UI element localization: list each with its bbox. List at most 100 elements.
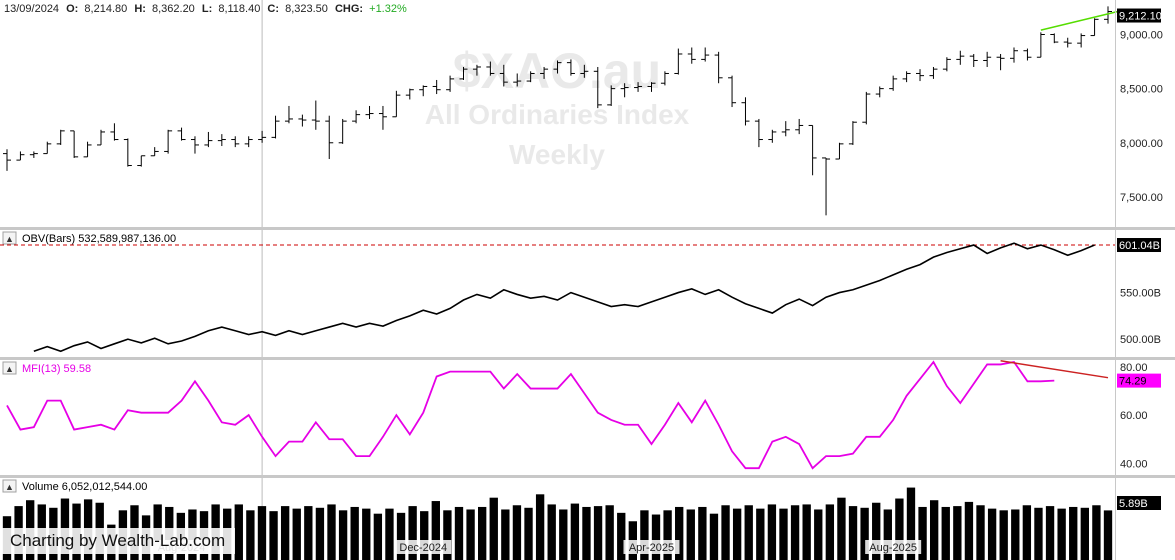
volume-bar[interactable] — [234, 504, 243, 560]
price-bar[interactable] — [29, 151, 38, 158]
volume-bar[interactable] — [454, 506, 464, 560]
price-bar[interactable] — [110, 123, 119, 141]
price-bar[interactable] — [472, 64, 481, 76]
price-bar[interactable] — [983, 51, 992, 67]
price-pane[interactable] — [3, 6, 1122, 216]
volume-bar[interactable] — [1022, 505, 1032, 560]
volume-bar[interactable] — [779, 508, 788, 560]
price-bar[interactable] — [1010, 47, 1019, 63]
volume-bar[interactable] — [257, 506, 267, 560]
volume-bar[interactable] — [338, 510, 348, 560]
price-bar[interactable] — [311, 100, 320, 130]
volume-bar[interactable] — [640, 510, 649, 560]
volume-bar[interactable] — [895, 498, 904, 560]
volume-bar[interactable] — [953, 506, 962, 560]
volume-bar[interactable] — [605, 505, 614, 560]
volume-bar[interactable] — [883, 509, 892, 560]
price-bar[interactable] — [956, 50, 965, 65]
volume-bar[interactable] — [987, 508, 997, 560]
price-bar[interactable] — [3, 149, 11, 171]
price-bar[interactable] — [419, 85, 428, 97]
separator-price-obv[interactable] — [0, 227, 1175, 230]
volume-bar[interactable] — [686, 509, 695, 560]
price-bar[interactable] — [1077, 33, 1086, 48]
price-bar[interactable] — [862, 91, 871, 125]
volume-bar[interactable] — [559, 509, 568, 560]
separator-obv-mfi[interactable] — [0, 357, 1175, 360]
obv-series-line[interactable] — [33, 242, 1095, 353]
obv-pane[interactable] — [0, 242, 1115, 353]
price-bar[interactable] — [540, 66, 549, 79]
volume-bar[interactable] — [315, 507, 325, 560]
price-bar[interactable] — [446, 75, 455, 92]
volume-bar[interactable] — [1011, 509, 1020, 560]
volume-bar[interactable] — [675, 506, 684, 560]
volume-bar[interactable] — [964, 501, 974, 560]
price-bar[interactable] — [634, 82, 643, 92]
price-bar[interactable] — [889, 75, 898, 91]
volume-bar[interactable] — [721, 505, 730, 560]
price-bar[interactable] — [204, 131, 213, 148]
volume-bar[interactable] — [1069, 506, 1078, 560]
volume-bar[interactable] — [373, 513, 383, 560]
volume-bar[interactable] — [941, 506, 950, 560]
volume-bar[interactable] — [976, 505, 985, 560]
price-bar[interactable] — [16, 151, 25, 161]
price-bar[interactable] — [1023, 48, 1032, 61]
price-bar[interactable] — [687, 47, 696, 64]
volume-bar[interactable] — [767, 504, 777, 560]
price-bar[interactable] — [580, 64, 589, 78]
volume-bar[interactable] — [790, 505, 800, 560]
price-bar[interactable] — [271, 115, 280, 139]
price-bar[interactable] — [674, 48, 683, 75]
volume-bar[interactable] — [906, 487, 916, 560]
price-bar[interactable] — [741, 97, 750, 126]
price-bar[interactable] — [150, 147, 159, 157]
price-bar[interactable] — [137, 155, 146, 167]
separator-mfi-volume[interactable] — [0, 475, 1175, 478]
price-bar[interactable] — [325, 115, 334, 160]
volume-bar[interactable] — [617, 512, 626, 560]
volume-bar[interactable] — [929, 500, 939, 560]
volume-bar[interactable] — [732, 508, 742, 560]
volume-bar[interactable] — [466, 509, 475, 560]
volume-collapse-button[interactable] — [2, 479, 17, 493]
price-bar[interactable] — [916, 69, 925, 82]
price-bar[interactable] — [942, 57, 951, 72]
price-bar[interactable] — [1050, 33, 1059, 44]
price-bar[interactable] — [1090, 18, 1099, 37]
price-bar[interactable] — [795, 118, 804, 135]
price-bar[interactable] — [513, 73, 522, 87]
price-bar[interactable] — [352, 110, 361, 124]
price-bar[interactable] — [83, 141, 92, 158]
volume-bar[interactable] — [1057, 508, 1066, 560]
volume-bar[interactable] — [756, 508, 765, 560]
volume-bar[interactable] — [744, 505, 753, 560]
price-bar[interactable] — [258, 130, 267, 143]
price-bar[interactable] — [405, 88, 414, 100]
volume-bar[interactable] — [350, 506, 359, 560]
price-bar[interactable] — [714, 51, 723, 84]
volume-bar[interactable] — [570, 503, 580, 560]
volume-bar[interactable] — [1080, 507, 1089, 560]
volume-bar[interactable] — [698, 506, 707, 560]
volume-bar[interactable] — [524, 507, 533, 560]
price-bar[interactable] — [781, 121, 790, 137]
price-bar[interactable] — [728, 75, 737, 108]
volume-bar[interactable] — [443, 510, 452, 560]
price-bar[interactable] — [123, 138, 132, 167]
price-bar[interactable] — [244, 136, 253, 148]
volume-bar[interactable] — [547, 504, 556, 560]
price-bar[interactable] — [526, 71, 535, 83]
price-bar[interactable] — [848, 121, 857, 145]
price-bar[interactable] — [392, 90, 401, 118]
volume-bar[interactable] — [535, 494, 545, 560]
price-bar[interactable] — [607, 85, 616, 106]
volume-bar[interactable] — [501, 509, 510, 560]
price-bar[interactable] — [620, 83, 629, 98]
volume-bar[interactable] — [292, 508, 301, 560]
volume-bar[interactable] — [431, 501, 440, 560]
volume-bar[interactable] — [477, 506, 487, 560]
volume-bar[interactable] — [408, 506, 417, 560]
volume-bar[interactable] — [999, 510, 1008, 560]
